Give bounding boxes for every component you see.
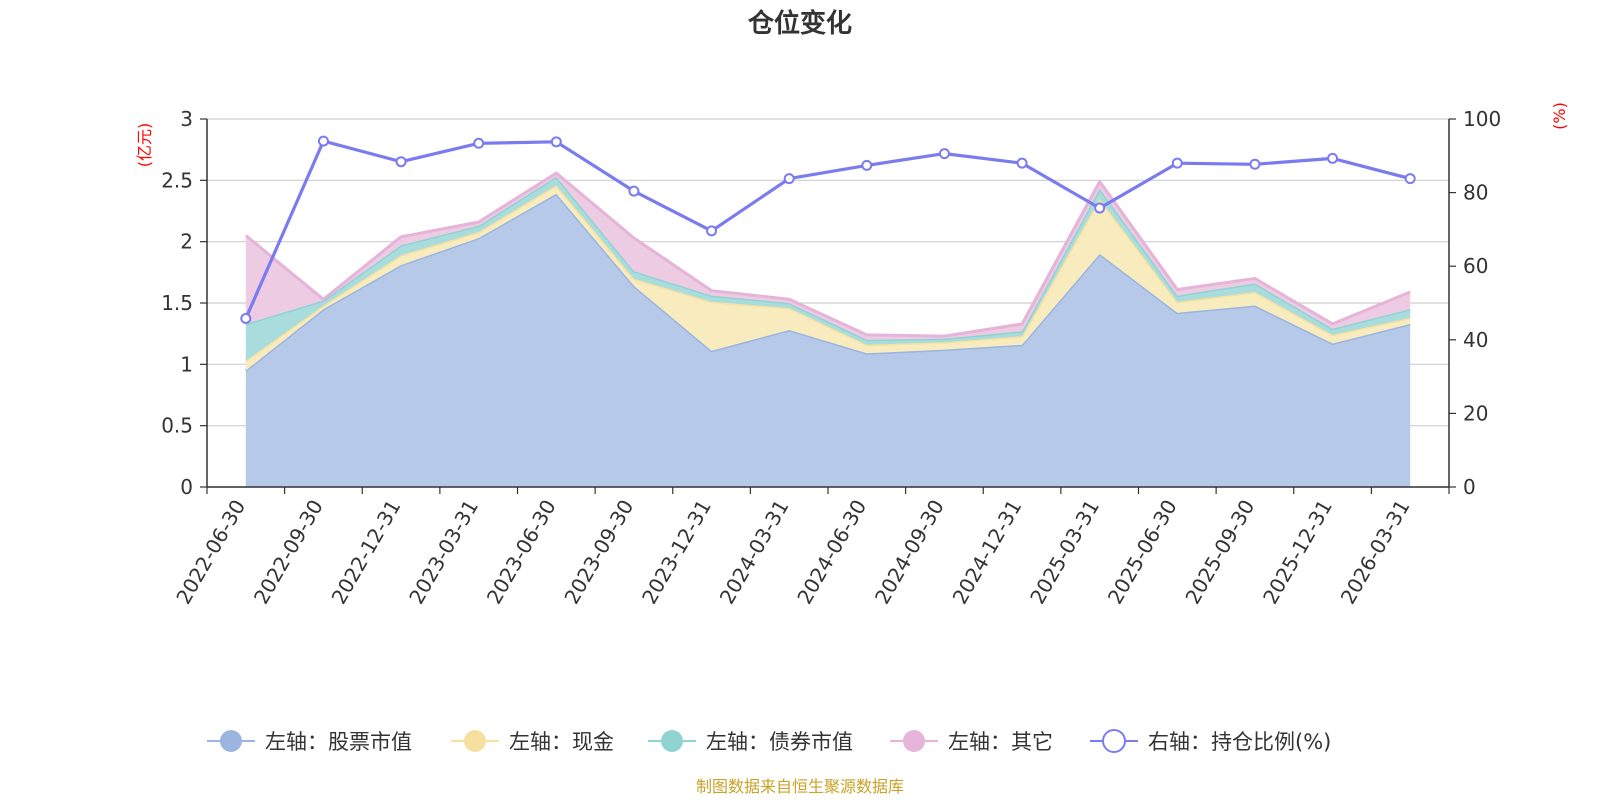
area-series-edge-3 bbox=[244, 171, 1411, 338]
legend-label-1: 左轴：现金 bbox=[509, 730, 614, 754]
left-axis-tick-label: 0 bbox=[180, 475, 193, 499]
legend-marker-0 bbox=[220, 730, 242, 752]
ratio-point bbox=[706, 225, 718, 237]
x-axis-tick-label: 2022-12-31 bbox=[326, 496, 405, 609]
area-series-3 bbox=[245, 173, 1411, 340]
ratio-point bbox=[938, 148, 950, 160]
area-series-0 bbox=[245, 193, 1411, 488]
legend-marker-1 bbox=[464, 730, 486, 752]
legend-marker-4 bbox=[1102, 729, 1126, 753]
right-axis-tick-label: 100 bbox=[1463, 107, 1501, 131]
x-axis-tick-label: 2023-12-31 bbox=[637, 496, 716, 609]
right-axis-tick-label: 80 bbox=[1463, 181, 1488, 205]
area-series-1 bbox=[245, 185, 1411, 371]
ratio-point bbox=[1016, 157, 1028, 169]
ratio-point bbox=[628, 185, 640, 197]
ratio-point bbox=[317, 135, 329, 147]
left-axis-tick-label: 1.5 bbox=[161, 291, 193, 315]
left-axis-tick-label: 2 bbox=[180, 230, 193, 254]
ratio-point bbox=[1404, 173, 1416, 185]
right-axis-unit: (%) bbox=[1550, 102, 1569, 130]
right-axis-tick-label: 20 bbox=[1463, 401, 1488, 425]
chart-title: 仓位变化 bbox=[747, 8, 852, 39]
ratio-line-layer bbox=[240, 135, 1416, 324]
legend-label-3: 左轴：其它 bbox=[948, 730, 1053, 754]
ratio-point bbox=[1094, 202, 1106, 214]
stacked-areas bbox=[244, 171, 1411, 488]
left-axis-tick-label: 2.5 bbox=[161, 168, 193, 192]
left-axis-tick-label: 3 bbox=[180, 107, 193, 131]
ratio-point bbox=[1171, 157, 1183, 169]
legend-marker-2 bbox=[661, 730, 683, 752]
x-axis-tick-label: 2022-09-30 bbox=[249, 496, 328, 609]
ratio-point bbox=[550, 136, 562, 148]
legend-label-2: 左轴：债券市值 bbox=[706, 730, 853, 754]
left-axis-unit: (亿元) bbox=[135, 123, 154, 168]
legend-label-0: 左轴：股票市值 bbox=[265, 730, 412, 754]
x-axis-tick-label: 2024-03-31 bbox=[715, 496, 794, 609]
legend: 左轴：股票市值 左轴：现金 左轴：债券市值 左轴：其它 右轴：持仓比例(%) bbox=[207, 729, 1331, 754]
x-axis-tick-label: 2024-06-30 bbox=[792, 496, 871, 609]
area-series-2 bbox=[245, 176, 1411, 361]
ratio-point bbox=[240, 312, 252, 324]
right-axis-tick-label: 40 bbox=[1463, 328, 1488, 352]
left-axis-tick-label: 1 bbox=[180, 352, 193, 376]
ratio-line bbox=[244, 139, 1411, 320]
data-source-note: 制图数据来自恒生聚源数据库 bbox=[696, 777, 904, 796]
ratio-point bbox=[395, 156, 407, 168]
ratio-point bbox=[1327, 152, 1339, 164]
legend-marker-3 bbox=[903, 730, 925, 752]
x-axis-tick-label: 2024-12-31 bbox=[947, 496, 1026, 609]
x-axis-tick-label: 2026-03-31 bbox=[1336, 496, 1415, 609]
x-axis-tick-label: 2025-09-30 bbox=[1180, 496, 1259, 609]
x-axis-tick-label: 2025-06-30 bbox=[1103, 496, 1182, 609]
x-axis-tick-label: 2025-03-31 bbox=[1025, 496, 1104, 609]
x-axis-tick-label: 2023-03-31 bbox=[404, 496, 483, 609]
legend-label-4: 右轴：持仓比例(%) bbox=[1148, 730, 1331, 754]
ratio-point bbox=[861, 159, 873, 171]
x-axis-tick-label: 2023-09-30 bbox=[559, 496, 638, 609]
x-axis-tick-label: 2022-06-30 bbox=[171, 496, 250, 609]
ratio-point bbox=[783, 173, 795, 185]
right-axis-tick-label: 0 bbox=[1463, 475, 1476, 499]
x-axis-tick-label: 2023-06-30 bbox=[482, 496, 561, 609]
ratio-point bbox=[1249, 158, 1261, 170]
ratio-point bbox=[473, 137, 485, 149]
right-axis-tick-label: 60 bbox=[1463, 254, 1488, 278]
x-axis-tick-label: 2024-09-30 bbox=[870, 496, 949, 609]
x-axis-tick-label: 2025-12-31 bbox=[1258, 496, 1337, 609]
left-axis-tick-label: 0.5 bbox=[161, 414, 193, 438]
